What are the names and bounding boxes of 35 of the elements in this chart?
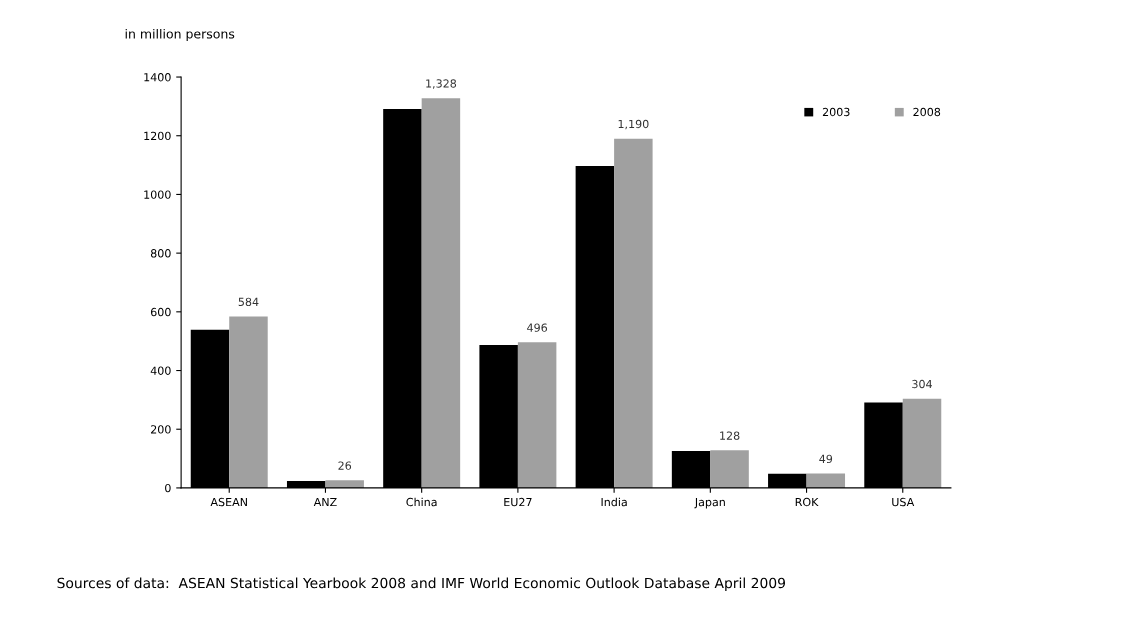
- y-tick-label: 800: [150, 249, 171, 258]
- y-tick-label: 1200: [144, 131, 171, 141]
- x-tick-label: India: [601, 497, 627, 507]
- y-tick-label: 1000: [144, 190, 171, 199]
- data-label: 496: [527, 323, 548, 332]
- bar: [229, 316, 268, 488]
- bar: [517, 342, 557, 488]
- bar: [421, 98, 461, 488]
- x-tick-label: USA: [892, 497, 915, 507]
- data-label: 26: [338, 461, 352, 470]
- data-label: 584: [238, 297, 259, 307]
- source-note: Sources of data: ASEAN Statistical Yearbook 2008 and IMF World Economic Outlook Database April 2009: [57, 577, 786, 591]
- data-label: 1,328: [426, 79, 457, 89]
- x-tick-label: ASEAN: [210, 497, 247, 507]
- legend-label: 2008: [913, 107, 941, 117]
- y-axis-title: in million persons: [125, 28, 235, 41]
- y-tick-label: 600: [150, 307, 171, 317]
- bar: [325, 480, 364, 488]
- x-tick-label: EU27: [504, 497, 532, 507]
- legend-label: 2003: [822, 107, 850, 117]
- data-label: 128: [720, 431, 740, 440]
- data-label: 49: [819, 454, 833, 464]
- bar: [902, 398, 942, 488]
- data-label: 304: [912, 379, 932, 389]
- x-tick-label: ANZ: [313, 497, 337, 507]
- x-tick-label: Japan: [694, 497, 725, 509]
- y-tick-label: 200: [151, 425, 171, 434]
- x-tick-label: China: [406, 497, 437, 507]
- x-tick-label: ROK: [795, 497, 819, 507]
- y-tick-label: 0: [165, 483, 171, 493]
- data-label: 1,190: [618, 119, 649, 130]
- y-tick-label: 400: [150, 366, 171, 375]
- y-tick-label: 1400: [144, 73, 171, 82]
- bar: [710, 450, 749, 488]
- bar: [614, 138, 653, 488]
